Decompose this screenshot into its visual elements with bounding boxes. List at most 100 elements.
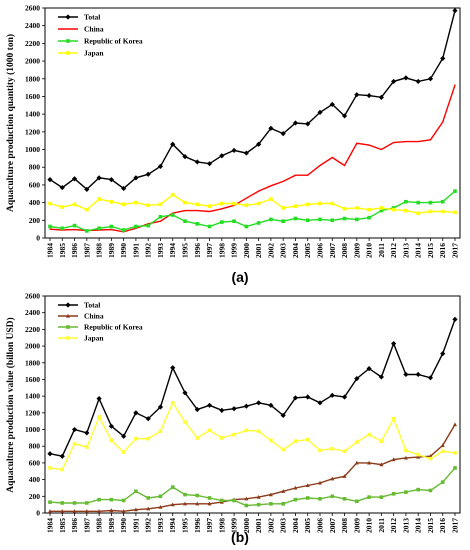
data-point: [72, 501, 77, 505]
data-point: [355, 499, 359, 504]
data-point: [404, 208, 408, 213]
x-tick-label: 1985: [58, 518, 67, 533]
data-point: [194, 159, 200, 165]
data-point: [354, 376, 360, 382]
x-tick-label: 1998: [217, 518, 226, 533]
data-point: [416, 200, 420, 205]
data-point: [404, 490, 408, 494]
x-tick-label: 2013: [401, 518, 410, 533]
x-tick-label: 1994: [168, 243, 177, 258]
data-point: [47, 451, 53, 457]
data-point: [195, 493, 200, 498]
data-point: [440, 350, 446, 357]
y-tick-label: 600: [29, 458, 41, 467]
data-point: [207, 496, 212, 500]
data-point: [391, 416, 396, 421]
data-point: [206, 402, 213, 408]
data-point: [281, 219, 285, 223]
series-china: [48, 422, 457, 513]
data-point: [195, 501, 200, 506]
data-point: [368, 144, 370, 146]
data-point: [305, 202, 310, 207]
data-point: [195, 202, 200, 207]
x-tick-label: 1995: [181, 518, 190, 533]
data-point: [367, 207, 371, 212]
data-point: [109, 224, 114, 229]
y-tick-label: 1200: [25, 127, 40, 136]
data-point: [109, 438, 114, 443]
data-point: [453, 422, 457, 427]
data-point: [48, 201, 52, 206]
data-point: [428, 454, 433, 458]
series-group-a: [47, 8, 458, 233]
data-point: [282, 180, 284, 182]
data-point: [244, 503, 249, 508]
data-point: [403, 75, 409, 81]
series-line: [49, 319, 456, 457]
x-tick-label: 2003: [279, 518, 288, 533]
data-point: [232, 498, 236, 503]
data-point: [207, 428, 212, 433]
data-point: [341, 113, 348, 119]
y-tick-label: 1000: [25, 425, 40, 434]
data-point: [196, 209, 198, 212]
data-point: [108, 423, 114, 429]
data-point: [453, 189, 457, 193]
data-point: [207, 501, 212, 506]
y-tick-label: 1600: [25, 375, 40, 384]
data-point: [293, 485, 298, 490]
y-tick-label: 400: [29, 475, 41, 484]
legend-item: China: [58, 25, 104, 34]
x-tick-label: 2012: [389, 243, 398, 258]
data-point: [85, 207, 89, 212]
data-point: [391, 207, 396, 212]
y-tick-label: 2400: [25, 21, 40, 30]
data-point: [134, 200, 138, 205]
legend-label: Japan: [84, 49, 104, 58]
y-tick-label: 2200: [25, 325, 40, 334]
data-point: [170, 213, 175, 217]
x-tick-label: 1984: [46, 243, 55, 258]
data-point: [170, 192, 175, 197]
data-point: [60, 467, 65, 472]
data-point: [440, 449, 445, 454]
x-tick-label: 2008: [340, 243, 349, 258]
data-point: [59, 184, 65, 191]
data-point: [84, 186, 90, 192]
data-point: [85, 229, 89, 233]
data-point: [366, 92, 372, 99]
x-tick-label: 1999: [230, 243, 239, 258]
legend-label: Republic of Korea: [84, 323, 143, 332]
data-point: [416, 487, 420, 492]
data-point: [342, 207, 347, 211]
data-point: [219, 153, 225, 159]
x-tick-label: 1995: [181, 243, 190, 258]
x-tick-label: 2006: [316, 518, 325, 533]
data-point: [429, 139, 432, 141]
x-tick-label: 2010: [365, 243, 374, 258]
y-tick-label: 2600: [25, 292, 40, 301]
data-point: [158, 504, 163, 509]
data-point: [207, 224, 212, 229]
y-tick-label: 1400: [25, 110, 40, 119]
data-point: [293, 439, 298, 444]
legend-label: Japan: [84, 334, 104, 343]
data-point: [293, 497, 298, 502]
data-point: [85, 501, 89, 505]
data-point: [97, 197, 101, 201]
data-point: [121, 509, 126, 513]
data-point: [415, 78, 421, 85]
x-tick-label: 2012: [389, 518, 398, 533]
data-point: [305, 394, 311, 400]
x-tick-label: 1989: [107, 243, 116, 258]
data-point: [133, 410, 139, 416]
data-point: [195, 222, 200, 226]
data-point: [440, 199, 445, 204]
data-point: [146, 436, 150, 441]
data-point: [183, 501, 187, 506]
data-point: [146, 223, 150, 228]
x-tick-label: 2004: [291, 518, 300, 533]
data-point: [268, 402, 274, 408]
data-point: [319, 164, 321, 167]
data-point: [391, 457, 396, 462]
